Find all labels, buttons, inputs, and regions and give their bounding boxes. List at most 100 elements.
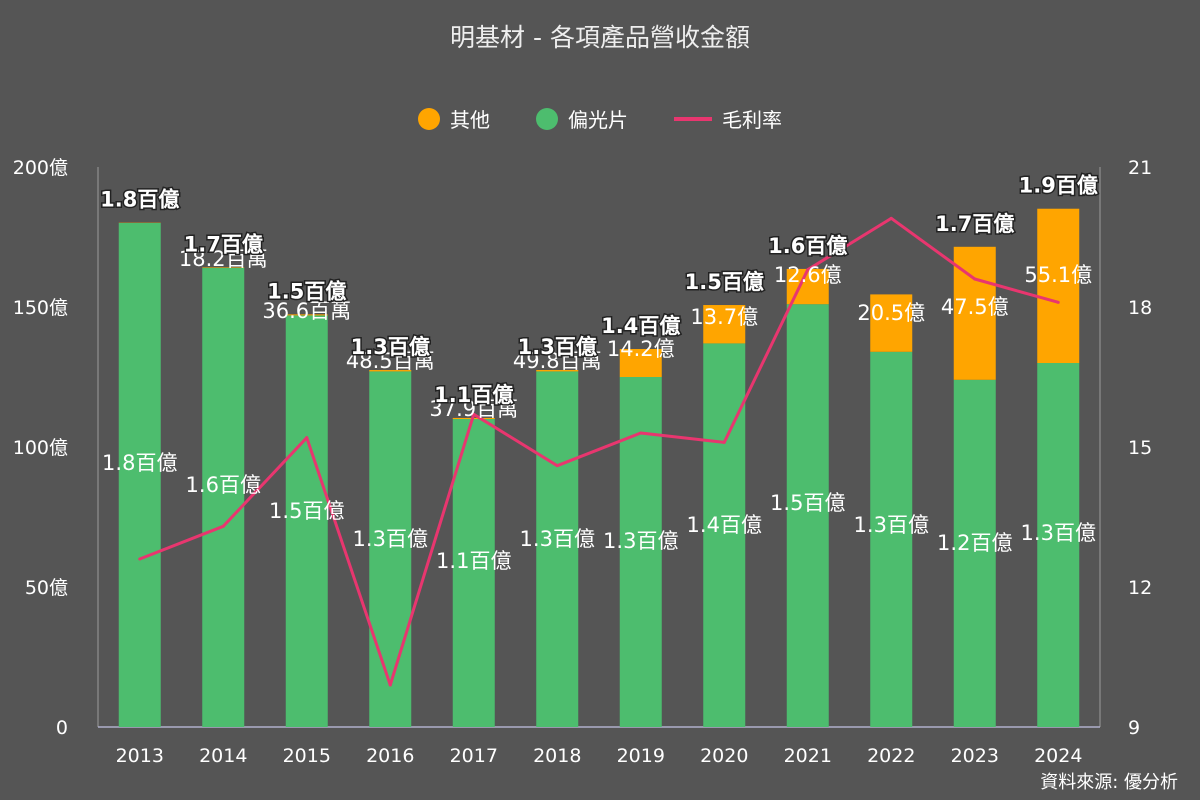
line-point-gross-margin — [555, 464, 559, 468]
legend-label-gross-margin: 毛利率 — [722, 108, 782, 132]
x-tick-label: 2015 — [283, 745, 331, 767]
y2-tick-label: 15 — [1128, 437, 1152, 459]
line-point-gross-margin — [472, 412, 476, 416]
bar-polarizer — [953, 379, 996, 727]
data-label-total: 1.8百億 — [100, 188, 179, 212]
y-tick-label: 50億 — [25, 577, 68, 599]
bar-other — [369, 370, 412, 372]
line-point-gross-margin — [221, 524, 225, 528]
y-tick-label: 150億 — [13, 297, 68, 319]
line-point-gross-margin — [722, 440, 726, 444]
data-label-polarizer: 1.3百億 — [603, 529, 678, 553]
data-label-other: 20.5億 — [857, 301, 925, 325]
data-label-other: 36.6百萬 — [262, 299, 351, 323]
data-label-polarizer: 1.3百億 — [353, 527, 428, 551]
bar-other — [202, 267, 245, 268]
data-label-other: 47.5億 — [941, 295, 1009, 319]
data-label-total: 1.7百億 — [184, 232, 263, 256]
data-label-polarizer: 1.8百億 — [102, 451, 177, 475]
legend-swatch-other — [418, 107, 440, 130]
y2-tick-label: 9 — [1128, 717, 1140, 739]
bar-other — [285, 314, 328, 316]
line-point-gross-margin — [138, 557, 142, 561]
x-tick-label: 2022 — [867, 745, 915, 767]
legend-label-polarizer: 偏光片 — [568, 108, 628, 132]
line-point-gross-margin — [1056, 300, 1060, 304]
data-label-other: 37.9百萬 — [429, 397, 518, 421]
bar-polarizer — [202, 267, 245, 727]
y-tick-label: 100億 — [13, 437, 68, 459]
legend-item-gross-margin[interactable]: 毛利率 — [674, 104, 782, 133]
legend-label-other: 其他 — [450, 108, 490, 132]
bar-polarizer — [870, 351, 913, 727]
x-tick-label: 2021 — [784, 745, 832, 767]
y-tick-label: 0 — [56, 717, 68, 739]
bar-other — [619, 349, 662, 377]
y-tick-label: 200億 — [13, 157, 68, 179]
data-label-other: 48.5百萬 — [346, 349, 435, 373]
data-label-total: 1.7百億 — [935, 212, 1014, 236]
bar-polarizer — [1037, 363, 1080, 727]
bar-other — [703, 305, 746, 344]
x-tick-label: 2018 — [533, 745, 581, 767]
bar-other — [870, 294, 913, 352]
data-label-total: 1.3百億 — [351, 335, 430, 359]
line-point-gross-margin — [305, 436, 309, 440]
bar-polarizer — [285, 315, 328, 727]
line-point-gross-margin — [388, 683, 392, 687]
legend-swatch-polarizer — [536, 107, 558, 130]
legend-item-polarizer[interactable]: 偏光片 — [536, 104, 628, 133]
y2-tick-label: 18 — [1128, 297, 1152, 319]
line-point-gross-margin — [806, 268, 810, 272]
bar-other — [1037, 208, 1080, 363]
data-label-other: 49.8百萬 — [513, 349, 602, 373]
data-label-other: 13.7億 — [690, 305, 758, 329]
chart-title: 明基材 - 各項產品營收金額 — [450, 23, 750, 52]
x-tick-label: 2017 — [450, 745, 498, 767]
bar-polarizer — [118, 223, 161, 727]
bar-polarizer — [369, 371, 412, 727]
bar-polarizer — [452, 419, 495, 727]
line-point-gross-margin — [639, 431, 643, 435]
data-label-polarizer: 1.6百億 — [186, 473, 261, 497]
bar-polarizer — [536, 371, 579, 727]
data-label-total: 1.3百億 — [518, 335, 597, 359]
x-tick-label: 2016 — [366, 745, 414, 767]
legend-swatch-gross-margin — [674, 116, 712, 121]
bar-polarizer — [703, 343, 746, 727]
data-label-polarizer: 1.2百億 — [937, 531, 1012, 555]
x-tick-label: 2013 — [116, 745, 164, 767]
bar-other — [536, 370, 579, 372]
data-label-other: 55.1億 — [1024, 263, 1092, 287]
x-tick-label: 2019 — [617, 745, 665, 767]
x-tick-label: 2014 — [199, 745, 247, 767]
data-label-polarizer: 1.3百億 — [854, 513, 929, 537]
data-label-polarizer: 1.3百億 — [520, 527, 595, 551]
data-label-total: 1.6百億 — [768, 234, 847, 258]
data-label-polarizer: 1.3百億 — [1021, 521, 1096, 545]
data-label-total: 1.1百億 — [434, 383, 513, 407]
bar-polarizer — [786, 304, 829, 727]
data-label-other: 18.2百萬 — [179, 247, 268, 271]
data-label-polarizer: 1.5百億 — [269, 499, 344, 523]
source-note: 資料來源: 優分析 — [1040, 772, 1178, 793]
line-point-gross-margin — [973, 277, 977, 281]
data-label-total: 1.5百億 — [267, 279, 346, 303]
legend-item-other[interactable]: 其他 — [418, 104, 490, 133]
data-label-polarizer: 1.1百億 — [436, 549, 511, 573]
chart-legend: 其他 偏光片 毛利率 — [0, 104, 1200, 133]
y2-tick-label: 12 — [1128, 577, 1152, 599]
data-label-total: 1.9百億 — [1019, 174, 1098, 198]
data-label-polarizer: 1.5百億 — [770, 491, 845, 515]
data-label-total: 1.5百億 — [685, 270, 764, 294]
data-label-other: 12.6億 — [774, 263, 842, 287]
x-tick-label: 2020 — [700, 745, 748, 767]
x-tick-label: 2023 — [951, 745, 999, 767]
x-tick-label: 2024 — [1034, 745, 1082, 767]
line-point-gross-margin — [889, 216, 893, 220]
data-label-total: 1.4百億 — [601, 314, 680, 338]
data-label-other: 14.2億 — [607, 337, 675, 361]
data-label-polarizer: 1.4百億 — [687, 513, 762, 537]
y2-tick-label: 21 — [1128, 157, 1152, 179]
